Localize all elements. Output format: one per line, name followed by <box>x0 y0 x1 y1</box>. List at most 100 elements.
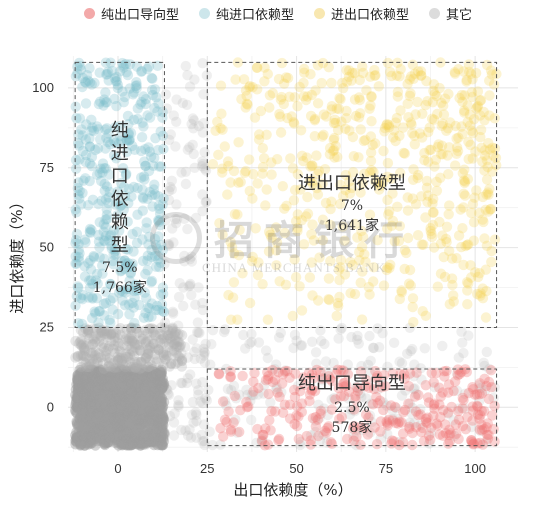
scatter-point-other <box>147 365 158 377</box>
scatter-point-other <box>411 388 422 400</box>
scatter-point-other <box>143 366 155 378</box>
scatter-point-other <box>102 380 113 391</box>
scatter-point-both <box>311 150 322 161</box>
scatter-point-other <box>107 391 119 402</box>
scatter-point-other <box>107 381 118 392</box>
scatter-point-other <box>89 386 101 398</box>
scatter-point-export <box>457 392 468 404</box>
scatter-point-other <box>310 415 321 426</box>
scatter-point-import <box>72 68 83 79</box>
scatter-point-other <box>90 421 101 432</box>
scatter-point-other <box>177 378 188 389</box>
scatter-point-other <box>125 403 136 415</box>
scatter-point-both <box>222 189 233 200</box>
scatter-point-other <box>78 383 89 394</box>
scatter-point-both <box>472 288 483 300</box>
scatter-point-other <box>365 355 376 366</box>
scatter-point-import <box>146 275 158 287</box>
y-tick-label: 100 <box>32 80 54 95</box>
scatter-point-other <box>94 404 105 415</box>
scatter-point-other <box>154 415 166 427</box>
scatter-point-other <box>108 358 119 369</box>
scatter-point-export <box>389 401 401 413</box>
scatter-point-other <box>197 158 209 170</box>
scatter-point-other <box>122 408 133 419</box>
scatter-point-other <box>489 382 500 393</box>
scatter-point-other <box>95 372 106 383</box>
scatter-point-other <box>133 418 144 430</box>
scatter-point-other <box>80 389 91 400</box>
scatter-point-other <box>96 427 108 439</box>
scatter-point-other <box>197 189 208 200</box>
scatter-point-other <box>218 326 230 338</box>
scatter-point-both <box>456 121 467 132</box>
scatter-point-other <box>276 387 287 398</box>
scatter-point-other <box>146 395 158 406</box>
scatter-point-other <box>79 437 91 448</box>
scatter-point-other <box>75 393 86 405</box>
scatter-point-other <box>143 436 155 447</box>
scatter-point-other <box>117 439 128 450</box>
scatter-point-import <box>70 234 82 246</box>
scatter-point-other <box>120 385 131 396</box>
scatter-point-other <box>71 379 82 390</box>
scatter-point-other <box>184 254 196 265</box>
scatter-point-other <box>152 378 163 389</box>
scatter-point-both <box>257 279 268 290</box>
scatter-point-other <box>100 418 112 429</box>
scatter-point-other <box>146 424 157 436</box>
scatter-point-export <box>277 369 289 380</box>
scatter-point-other <box>126 377 138 388</box>
scatter-point-other <box>71 393 83 404</box>
scatter-point-other <box>77 375 88 386</box>
scatter-point-other <box>141 399 152 410</box>
scatter-point-other <box>456 326 467 337</box>
scatter-point-other <box>137 413 149 424</box>
scatter-point-other <box>122 370 133 382</box>
scatter-point-other <box>98 382 109 394</box>
scatter-point-other <box>72 402 84 413</box>
scatter-point-export <box>485 365 497 376</box>
scatter-point-other <box>129 390 141 401</box>
scatter-point-other <box>93 373 105 384</box>
scatter-point-both <box>442 150 453 161</box>
scatter-point-other <box>205 359 216 370</box>
scatter-point-other <box>143 406 154 417</box>
scatter-point-both <box>278 98 289 110</box>
scatter-point-other <box>73 403 84 415</box>
scatter-point-both <box>328 134 339 146</box>
scatter-point-both <box>370 138 381 149</box>
scatter-point-other <box>144 433 155 444</box>
y-tick-label: 25 <box>40 319 54 334</box>
scatter-point-both <box>324 294 335 306</box>
scatter-point-both <box>257 168 268 179</box>
scatter-point-other <box>143 418 154 429</box>
scatter-point-other <box>173 401 184 412</box>
scatter-point-other <box>153 374 164 385</box>
scatter-point-other <box>246 389 257 401</box>
scatter-point-other <box>91 376 102 387</box>
scatter-point-other <box>99 438 110 450</box>
scatter-point-other <box>86 432 98 443</box>
scatter-point-other <box>73 435 85 447</box>
scatter-point-other <box>82 376 93 387</box>
scatter-point-both <box>331 310 342 322</box>
scatter-point-other <box>130 362 141 373</box>
scatter-point-other <box>318 403 330 414</box>
scatter-point-other <box>158 415 169 426</box>
scatter-point-other <box>92 394 103 405</box>
scatter-point-other <box>98 429 109 440</box>
scatter-point-import <box>132 209 143 220</box>
scatter-point-other <box>75 435 86 446</box>
scatter-point-other <box>131 438 142 450</box>
scatter-point-other <box>71 419 83 430</box>
scatter-point-other <box>343 393 354 404</box>
scatter-point-other <box>146 402 157 413</box>
scatter-point-other <box>110 367 121 378</box>
scatter-point-other <box>180 425 191 436</box>
scatter-point-both <box>313 295 324 306</box>
scatter-point-other <box>96 380 107 392</box>
scatter-point-other <box>148 406 159 417</box>
scatter-point-other <box>168 417 180 428</box>
scatter-point-other <box>105 391 116 402</box>
